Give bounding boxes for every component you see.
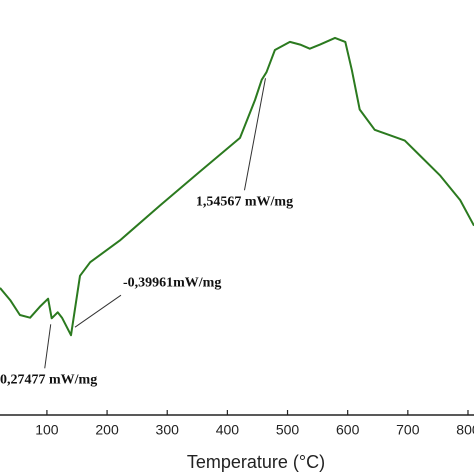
x-tick-label: 600 bbox=[336, 422, 360, 438]
x-tick-label: 800 bbox=[456, 422, 474, 438]
annotation: -0,39961mW/mg bbox=[123, 275, 221, 290]
annotation: 1,54567 mW/mg bbox=[196, 194, 293, 209]
data-line bbox=[0, 36, 474, 337]
annotation-leader bbox=[74, 294, 122, 328]
annotation-leader bbox=[243, 78, 266, 191]
annotation-leader bbox=[44, 324, 52, 369]
x-tick-label: 200 bbox=[95, 422, 119, 438]
x-tick-label: 300 bbox=[156, 422, 180, 438]
x-tick-label: 700 bbox=[396, 422, 420, 438]
x-tick-label: 500 bbox=[276, 422, 300, 438]
annotation: 0,27477 mW/mg bbox=[0, 373, 97, 388]
x-tick-label: 100 bbox=[35, 422, 59, 438]
x-axis-title: Temperature (°C) bbox=[187, 452, 325, 472]
x-tick-label: 400 bbox=[216, 422, 240, 438]
